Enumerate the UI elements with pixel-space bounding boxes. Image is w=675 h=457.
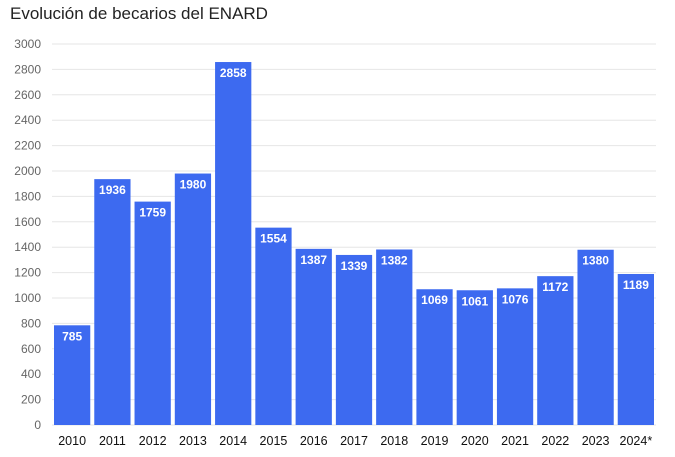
y-tick-label: 1200 [14,266,41,280]
data-label: 785 [62,329,82,343]
bar-2015 [255,227,292,425]
y-tick-label: 2200 [14,139,41,153]
y-tick-label: 600 [21,342,41,356]
bar-2013 [174,173,212,425]
data-label: 1387 [300,253,327,267]
data-label: 1380 [582,254,609,268]
bar-2010 [54,325,91,425]
bar-2014 [215,62,252,426]
data-label: 2858 [220,66,247,80]
y-tick-label: 800 [21,316,41,330]
data-label: 1069 [421,293,448,307]
data-label: 1189 [623,278,649,292]
bar-2021 [496,288,534,425]
bar-2012 [134,201,171,425]
bar-2011 [94,179,131,425]
data-label: 1980 [180,178,207,192]
bars [54,62,654,426]
data-label: 1759 [139,206,166,220]
bar-2017 [335,254,373,425]
x-tick-label: 2015 [260,434,288,448]
data-label: 1076 [502,292,529,306]
x-axis-ticks: 2010 2011 2012 2013 2014 2015 2016 2017 2018 2019… [58,434,652,448]
x-tick-label: 2022 [541,434,569,448]
data-label: 1382 [381,253,408,267]
data-label: 1936 [99,183,126,197]
x-tick-label: 2010 [58,434,86,448]
data-label: 1339 [341,259,368,273]
y-axis-ticks: 0 200 400 600 800 1000 1200 1400 1600 1800 2000 220… [14,37,41,432]
data-label: 1172 [542,280,568,294]
bar-2022 [537,276,574,425]
bar-2019 [416,289,453,425]
bar-2023 [577,249,614,425]
y-tick-label: 2800 [14,62,41,76]
x-tick-label: 2018 [380,434,408,448]
y-tick-label: 0 [34,418,41,432]
y-tick-label: 2600 [14,88,41,102]
data-label: 1554 [260,232,287,246]
x-tick-label: 2017 [340,434,368,448]
x-tick-label: 2016 [300,434,328,448]
y-tick-label: 1800 [14,189,41,203]
bar-2024-star [617,273,654,425]
x-tick-label: 2013 [179,434,207,448]
x-tick-label: 2021 [501,434,529,448]
x-tick-label: 2024* [620,434,653,448]
x-tick-label: 2012 [139,434,167,448]
y-tick-label: 2000 [14,164,41,178]
data-label: 1061 [461,294,488,308]
data-labels: 785 1936 1759 1980 2858 1554 1387 1339 1382 1069 1… [62,66,649,343]
x-tick-label: 2023 [582,434,610,448]
y-tick-label: 1600 [14,215,41,229]
bar-2016 [295,248,332,425]
y-tick-label: 1000 [14,291,41,305]
y-tick-label: 3000 [14,37,41,51]
chart-title: Evolución de becarios del ENARD [10,4,268,23]
bar-2018 [376,249,413,425]
x-tick-label: 2019 [421,434,449,448]
x-tick-label: 2011 [99,434,126,448]
x-tick-label: 2020 [461,434,489,448]
y-tick-label: 200 [21,393,41,407]
bar-2020 [456,290,493,425]
y-tick-label: 2400 [14,113,41,127]
x-tick-label: 2014 [219,434,247,448]
y-tick-label: 1400 [14,240,41,254]
y-tick-label: 400 [21,367,41,381]
